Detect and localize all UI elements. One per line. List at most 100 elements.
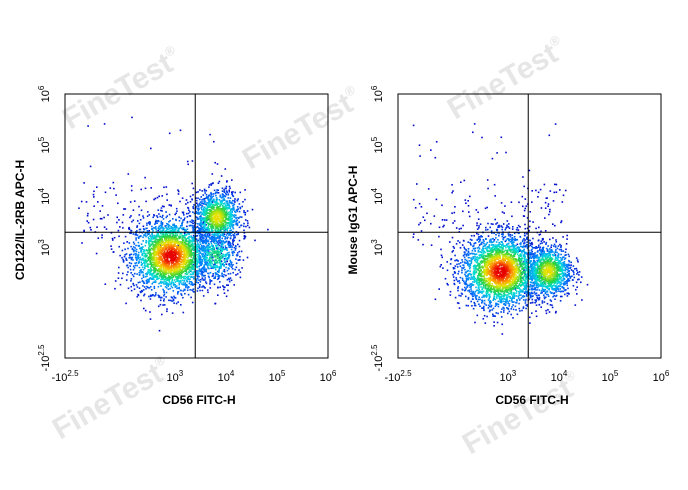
event-dot (449, 294, 452, 296)
x-tick-label: 106 (320, 369, 337, 384)
event-dot (201, 277, 204, 279)
event-dot (217, 275, 219, 278)
event-dot (152, 269, 154, 271)
event-dot (501, 228, 503, 231)
event-dot (225, 266, 227, 269)
event-dot (186, 221, 189, 224)
event-dot (144, 244, 147, 247)
event-dot (225, 263, 228, 265)
event-dot (122, 258, 124, 261)
event-dot (165, 287, 168, 289)
x-tick-label: 105 (269, 369, 286, 384)
event-dot (159, 270, 162, 273)
event-dot (220, 261, 222, 264)
event-dot (178, 247, 181, 250)
event-dot (222, 206, 224, 208)
event-dot (147, 211, 149, 213)
event-dot (209, 203, 211, 206)
event-dot (204, 221, 206, 224)
event-dot (225, 234, 228, 236)
event-dot (203, 202, 206, 205)
event-dot (142, 268, 145, 271)
event-dot (224, 223, 227, 226)
event-dot (208, 236, 211, 239)
event-dot (161, 313, 163, 316)
event-dot (493, 315, 495, 317)
event-dot (147, 252, 150, 254)
event-dot (141, 277, 143, 280)
event-dot (219, 281, 221, 283)
event-dot (177, 265, 180, 267)
event-dot (169, 299, 172, 302)
event-dot (188, 265, 190, 267)
event-dot (196, 235, 199, 237)
event-dot (138, 205, 140, 208)
event-dot (161, 271, 164, 274)
event-dot (172, 239, 174, 241)
event-dot (208, 200, 211, 202)
event-dot (205, 207, 208, 210)
event-dot (90, 229, 92, 231)
event-dot (474, 302, 476, 305)
event-dot (151, 240, 154, 243)
event-dot (229, 272, 232, 275)
event-dot (180, 225, 182, 227)
event-dot (529, 244, 532, 247)
event-dot (153, 287, 156, 289)
event-dot (168, 262, 171, 265)
event-dot (140, 271, 142, 274)
event-dot (161, 205, 164, 207)
event-dot (209, 271, 212, 274)
event-dot (195, 205, 198, 208)
event-dot (467, 205, 470, 207)
event-dot (519, 310, 521, 312)
event-dot (122, 227, 124, 229)
event-dot (486, 206, 488, 209)
event-dot (147, 258, 150, 261)
event-dot (211, 212, 214, 215)
event-dot (160, 227, 162, 230)
event-dot (166, 250, 169, 253)
event-dot (170, 259, 172, 261)
event-dot (135, 250, 138, 253)
event-dot (172, 298, 175, 301)
event-dot (198, 261, 201, 264)
event-dot (154, 221, 157, 223)
event-dot (197, 287, 199, 290)
event-dot (566, 238, 568, 240)
event-dot (202, 244, 205, 247)
event-dot (175, 259, 178, 261)
event-dot (220, 260, 223, 262)
event-dot (126, 273, 128, 276)
event-dot (430, 149, 432, 151)
event-dot (414, 207, 417, 209)
event-dot (154, 294, 157, 296)
event-dot (159, 269, 162, 271)
event-dot (167, 285, 169, 288)
event-dot (526, 227, 529, 230)
event-dot (146, 259, 148, 262)
event-dot (158, 242, 160, 245)
event-dot (531, 301, 534, 304)
event-dot (559, 300, 562, 302)
event-dot (173, 296, 176, 299)
event-dot (143, 282, 146, 284)
event-dot (465, 295, 467, 298)
event-dot (133, 288, 136, 290)
event-dot (205, 270, 208, 273)
event-dot (205, 254, 207, 257)
event-dot (171, 279, 174, 282)
event-dot (149, 235, 152, 237)
event-dot (153, 245, 156, 247)
event-dot (204, 252, 207, 255)
event-dot (177, 190, 180, 193)
event-dot (164, 275, 167, 278)
event-dot (207, 252, 210, 254)
event-dot (175, 276, 177, 278)
event-dot (180, 217, 182, 220)
event-dot (577, 278, 579, 281)
event-dot (223, 212, 225, 215)
event-dot (173, 232, 175, 234)
event-dot (163, 245, 166, 248)
event-dot (170, 258, 173, 261)
